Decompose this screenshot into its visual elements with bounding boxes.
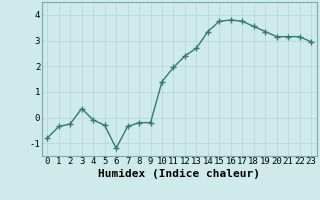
X-axis label: Humidex (Indice chaleur): Humidex (Indice chaleur) — [98, 169, 260, 179]
